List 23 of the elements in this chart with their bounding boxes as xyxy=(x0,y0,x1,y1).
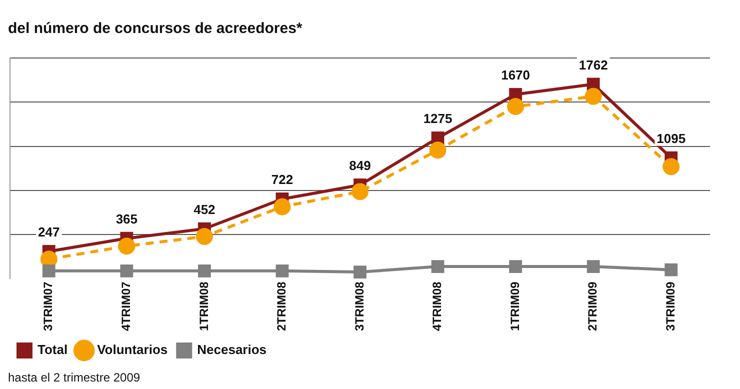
x-tick-label: 3TRIM09 xyxy=(663,281,678,332)
x-tick-label: 2TRIM09 xyxy=(586,281,600,332)
x-tick-label: 3TRIM07 xyxy=(41,281,56,332)
x-tick-label: 1TRIM09 xyxy=(508,281,522,332)
data-label: 849 xyxy=(349,158,371,174)
data-label: 1275 xyxy=(423,111,452,126)
legend-label: Total xyxy=(38,342,68,358)
data-label: 1670 xyxy=(501,67,530,82)
chart-title: del número de concursos de acreedores* xyxy=(8,20,302,38)
data-label: 722 xyxy=(271,172,294,188)
data-label: 1762 xyxy=(578,57,608,72)
data-label: 247 xyxy=(38,224,60,240)
legend-label: Necesarios xyxy=(197,342,267,358)
x-tick-label: 4TRIM08 xyxy=(430,281,444,332)
data-label: 365 xyxy=(116,211,138,226)
text: hasta el 2 trimestre 2009 xyxy=(8,370,140,384)
data-label: 1095 xyxy=(656,130,686,146)
x-tick-label: 1TRIM08 xyxy=(196,281,211,332)
x-tick-label: 2TRIM08 xyxy=(274,281,289,332)
x-tick-label: 3TRIM08 xyxy=(352,281,366,332)
x-tick-label: 4TRIM07 xyxy=(118,281,133,332)
data-label: 452 xyxy=(194,202,216,217)
legend-label: Voluntarios xyxy=(97,342,168,358)
